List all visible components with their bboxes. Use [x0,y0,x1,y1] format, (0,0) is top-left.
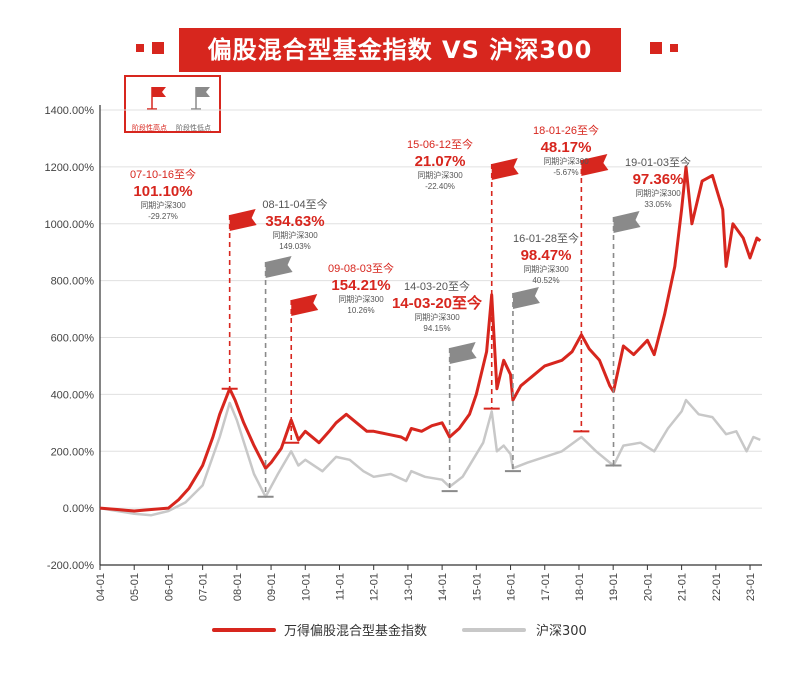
annotation-value: 97.36% [633,171,684,188]
low-flag-icon [613,211,641,233]
series-line-fund [99,165,762,513]
x-tick-label: 16-01 [506,573,518,601]
x-tick-label: 15-01 [471,573,483,601]
annotation-peer-label: 同期沪深300 [140,200,186,210]
high-flag-label: 阶段性高点 [132,124,167,132]
low-flag-icon [449,342,477,364]
annotation-peer-value: 149.03% [279,242,311,251]
annotation-peer-value: -5.67% [553,168,578,177]
annotation-peer-value: 40.52% [532,276,559,285]
high-flag-icon [147,87,166,110]
x-tick-label: 10-01 [300,573,312,601]
y-tick-label: 800.00% [51,276,95,288]
x-tick-label: 18-01 [574,573,586,601]
legend-fund-label: 万得偏股混合型基金指数 [284,624,428,639]
annotation-date: 07-10-16至今 [130,167,196,181]
annotation-peer-value: 33.05% [644,200,671,209]
x-tick-label: 23-01 [745,573,757,601]
annotation-value: 354.63% [265,213,324,230]
annotation-peer-value: -22.40% [425,182,455,191]
x-tick-label: 05-01 [129,573,141,601]
annotation-peer-label: 同期沪深300 [523,264,569,274]
annotation-date: 19-01-03至今 [625,155,691,169]
low-flag-icon [512,287,540,309]
x-tick-label: 12-01 [369,573,381,601]
annotation-value: 101.10% [133,183,192,200]
y-tick-label: 1200.00% [44,162,94,174]
high-flag-icon [491,158,519,180]
annotation-peer-label: 同期沪深300 [543,156,589,166]
y-tick-label: 400.00% [51,389,95,401]
x-tick-label: 06-01 [163,573,175,601]
high-flag-icon [229,209,257,231]
high-flag-icon [581,154,609,176]
x-tick-label: 09-01 [266,573,278,601]
y-tick-label: 200.00% [51,446,95,458]
x-tick-label: 19-01 [608,573,620,601]
annotation-peer-label: 同期沪深300 [272,230,318,240]
y-tick-label: 0.00% [63,503,94,515]
annotation-value: 154.21% [331,277,390,294]
y-tick-label: 1400.00% [44,105,94,117]
x-tick-label: 07-01 [198,573,210,601]
legend-hs300-swatch [462,628,526,632]
x-tick-label: 17-01 [540,573,552,601]
x-tick-label: 04-01 [95,573,107,601]
annotation-peer-value: -29.27% [148,212,178,221]
annotation-peer-label: 同期沪深300 [338,294,384,304]
flag-legend-box: 阶段性高点 阶段性低点 [124,75,221,133]
annotation-date: 18-01-26至今 [533,123,599,137]
annotation-date: 16-01-28至今 [513,231,579,245]
y-tick-label: 1000.00% [44,219,94,231]
annotation-peer-label: 同期沪深300 [417,170,463,180]
annotation-date: 15-06-12至今 [407,137,473,151]
annotation-peer-value: 10.26% [347,306,374,315]
annotation-value: 98.47% [521,247,572,264]
flag-legend-icons [147,87,210,110]
annotation-date: 14-03-20至今 [404,279,470,293]
x-tick-label: 22-01 [711,573,723,601]
y-tick-label: -200.00% [47,560,94,572]
x-tick-label: 11-01 [334,573,346,600]
title-decoration-left-small [136,44,144,52]
low-flag-label: 阶段性低点 [176,124,211,132]
annotation-peer-label: 同期沪深300 [414,312,460,322]
y-tick-label: 600.00% [51,333,95,345]
title-decoration-right-small [670,44,678,52]
annotation-value: 14-03-20至今 [392,294,482,312]
legend-hs300-label: 沪深300 [536,624,587,639]
x-tick-label: 20-01 [642,573,654,601]
title-decoration-left-large [152,42,164,54]
x-tick-label: 14-01 [437,573,449,601]
series-line-hs300 [99,398,761,517]
annotation-value: 21.07% [415,153,466,170]
chart-title: 偏股混合型基金指数 VS 沪深300 [179,28,621,72]
low-flag-icon [191,87,210,110]
low-flag-icon [265,256,293,278]
x-tick-label: 13-01 [403,573,415,601]
high-flag-icon [291,294,319,316]
annotation-peer-value: 94.15% [423,324,450,333]
annotation-date: 09-08-03至今 [328,261,394,275]
title-decoration-right-large [650,42,662,54]
annotation-value: 48.17% [541,139,592,156]
annotation-date: 08-11-04至今 [262,197,327,211]
annotation-peer-label: 同期沪深300 [635,188,681,198]
x-tick-label: 21-01 [677,573,689,601]
x-tick-label: 08-01 [232,573,244,601]
legend-fund-swatch [212,628,276,632]
